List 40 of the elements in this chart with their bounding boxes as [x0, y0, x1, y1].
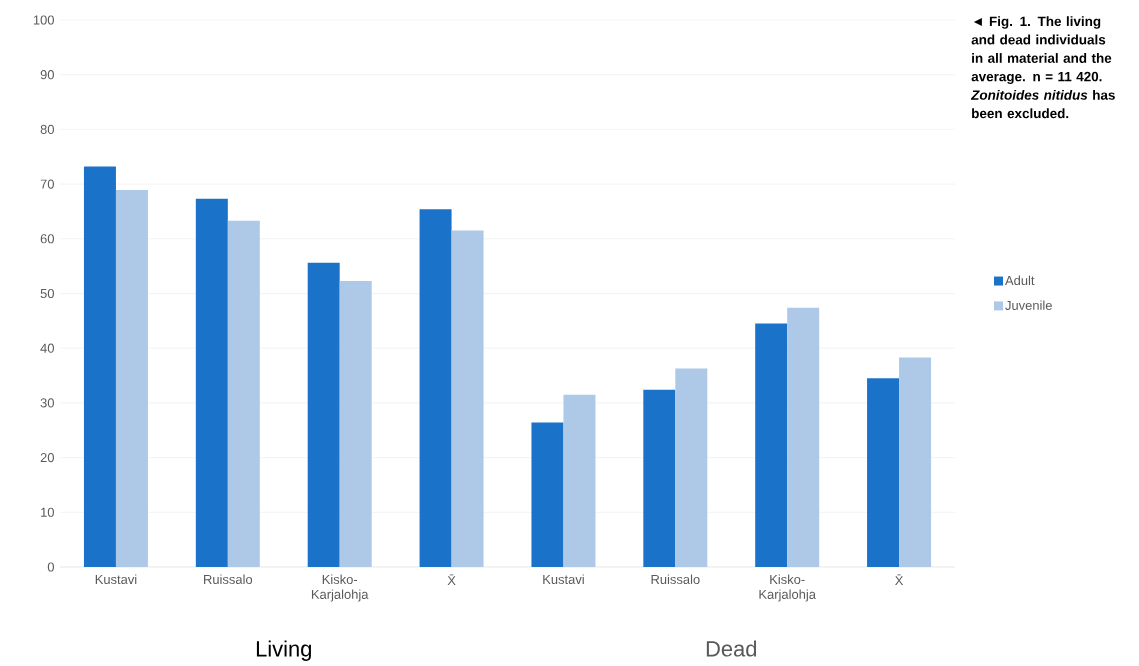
bar — [899, 357, 932, 567]
x-tick-label: Kisko-Karjalohja — [311, 574, 369, 602]
bar — [115, 190, 148, 567]
text: Dead — [706, 640, 757, 657]
y-tick-label: 90 — [40, 70, 54, 80]
bar — [339, 280, 372, 567]
y-tick-label: 40 — [40, 343, 54, 353]
y-tick-label: 0 — [47, 562, 54, 572]
bar — [867, 378, 900, 567]
bar — [643, 389, 676, 567]
legend-label: Juvenile — [1005, 300, 1052, 310]
y-tick-label: 50 — [40, 288, 54, 299]
x-tick-label: Kustavi — [543, 574, 584, 585]
y-tick-label: 20 — [40, 453, 54, 463]
text: Living — [256, 640, 311, 661]
bar — [195, 198, 228, 567]
x-tick-label: X̄ — [895, 574, 904, 586]
bar — [755, 323, 788, 567]
y-tick-label: 70 — [40, 179, 54, 189]
y-tick-label: 10 — [41, 507, 54, 517]
bar — [227, 220, 260, 567]
x-tick-label: Ruissalo — [651, 574, 700, 585]
y-tick-label: 60 — [40, 234, 54, 244]
legend-label: Adult — [1005, 275, 1035, 286]
bar — [83, 166, 116, 567]
x-tick-label: Kisko-Karjalohja — [759, 574, 816, 602]
x-tick-label: X̄ — [447, 574, 456, 586]
bar — [675, 368, 708, 567]
bar — [563, 394, 596, 567]
bar — [307, 262, 340, 567]
x-tick-label: Kustavi — [95, 574, 137, 585]
y-tick-label: 80 — [40, 124, 54, 134]
text: ◄ Fig. 1. The living and dead individuals in all material and the average. n = 11 420. Zonitoides nitidus has been excluded. — [970, 16, 1115, 119]
bar — [451, 230, 484, 567]
x-tick-label: Ruissalo — [204, 574, 253, 585]
bar — [787, 307, 820, 567]
bar — [419, 209, 452, 567]
y-tick-label: 30 — [40, 398, 54, 408]
bar — [531, 422, 564, 567]
y-tick-label: 100 — [33, 15, 54, 25]
